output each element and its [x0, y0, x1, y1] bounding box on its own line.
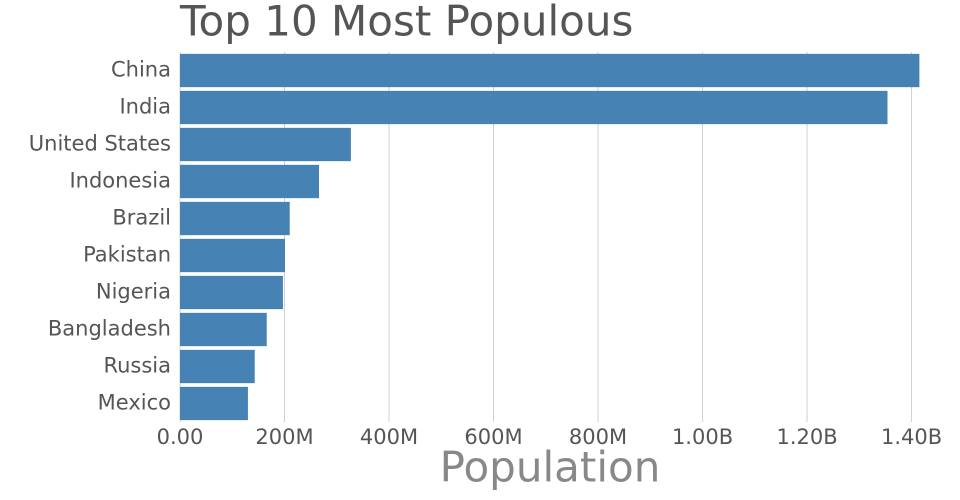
bar — [180, 312, 267, 347]
bar — [180, 201, 290, 236]
x-tick-label: 200M — [255, 425, 313, 449]
chart-title: Top 10 Most Populous — [179, 0, 633, 46]
bar — [180, 349, 255, 384]
y-tick-label: Nigeria — [96, 280, 171, 304]
y-tick-label: China — [111, 58, 171, 82]
y-tick-label: Pakistan — [83, 243, 171, 267]
bar — [180, 127, 351, 162]
bar — [180, 53, 920, 88]
x-axis-title: Population — [440, 443, 661, 492]
y-tick-label: United States — [29, 132, 171, 156]
x-tick-label: 1.40B — [881, 425, 942, 449]
y-tick-label: India — [119, 95, 171, 119]
bar — [180, 275, 283, 310]
y-tick-label: Brazil — [112, 206, 171, 230]
x-tick-label: 800M — [569, 425, 627, 449]
bar — [180, 386, 248, 421]
y-tick-label: Mexico — [98, 391, 171, 415]
y-tick-label: Indonesia — [69, 169, 171, 193]
x-tick-label: 0.00 — [157, 425, 204, 449]
bar — [180, 90, 888, 125]
bar — [180, 164, 319, 199]
x-tick-label: 600M — [464, 425, 522, 449]
x-tick-label: 400M — [360, 425, 418, 449]
x-tick-label: 1.00B — [672, 425, 733, 449]
x-tick-label: 1.20B — [776, 425, 837, 449]
bar — [180, 238, 286, 273]
y-tick-label: Bangladesh — [48, 317, 171, 341]
y-tick-label: Russia — [103, 354, 171, 378]
